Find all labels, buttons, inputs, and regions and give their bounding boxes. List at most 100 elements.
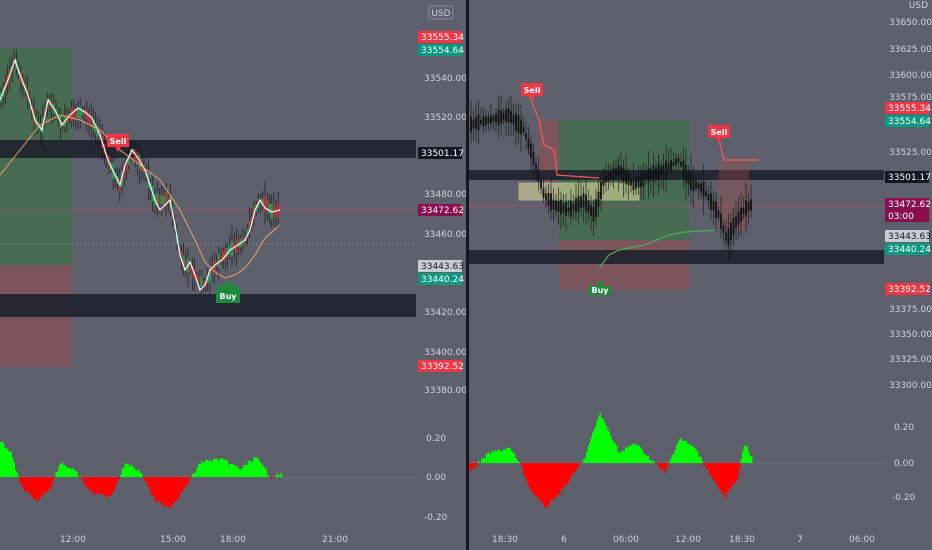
- osc-bar: [548, 463, 550, 505]
- candle-body: [647, 168, 650, 183]
- candle-body: [86, 110, 88, 120]
- candle-body: [602, 177, 605, 186]
- candle-body: [500, 110, 502, 124]
- osc-bar: [745, 445, 747, 463]
- candle-body: [198, 276, 200, 282]
- oscillator-histogram: [469, 412, 753, 508]
- osc-bar: [695, 449, 697, 463]
- osc-bar: [730, 463, 732, 489]
- candle-body: [522, 126, 525, 133]
- price-axis[interactable]: [884, 0, 932, 550]
- osc-bar: [593, 429, 595, 463]
- osc-bar: [96, 477, 98, 495]
- x-tick: 21:00: [322, 535, 348, 545]
- osc-bar: [676, 445, 678, 463]
- osc-bar: [99, 477, 101, 495]
- osc-bar: [541, 463, 543, 503]
- candle-body: [505, 109, 507, 123]
- buy-signal[interactable]: Buy: [216, 280, 240, 303]
- svg-text:33501.17: 33501.17: [421, 149, 464, 159]
- candle-body: [163, 195, 165, 205]
- osc-bar: [704, 463, 706, 466]
- osc-bar: [124, 462, 126, 477]
- osc-bar: [629, 446, 631, 463]
- y-tick: 33600.00: [889, 71, 932, 81]
- sell-signal[interactable]: Sell: [107, 134, 129, 152]
- osc-bar: [22, 477, 24, 488]
- osc-bar: [712, 463, 714, 480]
- osc-bar: [670, 459, 672, 463]
- osc-bar: [198, 463, 200, 477]
- osc-bar: [111, 477, 113, 495]
- candle-body: [740, 207, 742, 222]
- osc-bar: [698, 457, 700, 463]
- candle-body: [224, 248, 227, 261]
- osc-bar: [69, 467, 71, 477]
- buy-signal[interactable]: Buy: [589, 280, 611, 295]
- osc-bar: [271, 477, 273, 478]
- osc-bar: [674, 450, 676, 463]
- candle-body: [167, 197, 169, 203]
- osc-bar: [259, 461, 261, 477]
- chart-pane-right[interactable]: Sell Sell Buy USD 33650.00 33625.00 3360…: [469, 0, 932, 550]
- sell-signal[interactable]: Sell: [708, 125, 730, 143]
- osc-bar: [511, 450, 513, 463]
- support-zone: [469, 250, 884, 264]
- price-tag: 33440.24: [885, 243, 931, 255]
- osc-bar: [647, 455, 649, 463]
- osc-bar: [703, 463, 705, 465]
- osc-bar: [566, 463, 568, 484]
- candle-body: [77, 108, 79, 119]
- osc-bar: [514, 453, 516, 463]
- osc-bar: [734, 463, 736, 484]
- x-tick: 12:00: [675, 535, 701, 545]
- candle-body: [610, 171, 612, 179]
- svg-text:33392.52: 33392.52: [888, 285, 931, 295]
- svg-text:Sell: Sell: [711, 128, 728, 137]
- osc-bar: [628, 445, 630, 463]
- osc-bar: [473, 463, 475, 466]
- osc-bar: [13, 462, 15, 477]
- risk-zone: [539, 120, 559, 182]
- left-chart-svg[interactable]: Sell Buy USD 33540.00 33520.00 33480.00 …: [0, 0, 466, 550]
- sell-trailing-line-2: [718, 139, 759, 161]
- currency-label: USD: [909, 1, 928, 11]
- chart-pane-left[interactable]: Sell Buy USD 33540.00 33520.00 33480.00 …: [0, 0, 466, 550]
- right-chart-svg[interactable]: Sell Sell Buy USD 33650.00 33625.00 3360…: [469, 0, 932, 550]
- osc-bar: [611, 439, 613, 463]
- osc-bar: [679, 439, 681, 463]
- osc-bar: [207, 459, 209, 477]
- currency-badge[interactable]: USD: [428, 5, 454, 20]
- pane-divider[interactable]: [466, 0, 469, 550]
- osc-bar: [46, 477, 48, 492]
- osc-bar: [123, 467, 125, 477]
- price-tag: 33443.63: [885, 230, 931, 242]
- osc-bar: [482, 457, 484, 463]
- osc-bar: [159, 477, 161, 502]
- sell-signal[interactable]: Sell: [521, 83, 543, 101]
- osc-bar: [724, 463, 726, 499]
- osc-bar: [142, 477, 144, 478]
- osc-bar: [709, 463, 711, 474]
- candle-body: [156, 193, 158, 207]
- osc-bar: [249, 460, 251, 477]
- candle-body: [720, 213, 722, 229]
- osc-bar: [10, 451, 12, 477]
- candle-body: [545, 193, 547, 201]
- osc-bar: [721, 463, 723, 494]
- candle-body: [542, 188, 545, 199]
- svg-text:Sell: Sell: [524, 86, 541, 95]
- osc-bar: [252, 461, 254, 477]
- sell-signal-label: Sell: [110, 137, 127, 146]
- candle-body: [487, 117, 490, 124]
- osc-bar: [64, 465, 66, 477]
- candle-body: [665, 160, 667, 177]
- osc-bar: [565, 463, 567, 486]
- candle-body: [717, 211, 720, 218]
- candle-body: [742, 207, 745, 214]
- candle-body: [512, 114, 515, 125]
- candle-body: [687, 173, 690, 185]
- osc-bar: [81, 477, 83, 479]
- candle-body: [620, 166, 622, 178]
- osc-bar: [132, 466, 134, 477]
